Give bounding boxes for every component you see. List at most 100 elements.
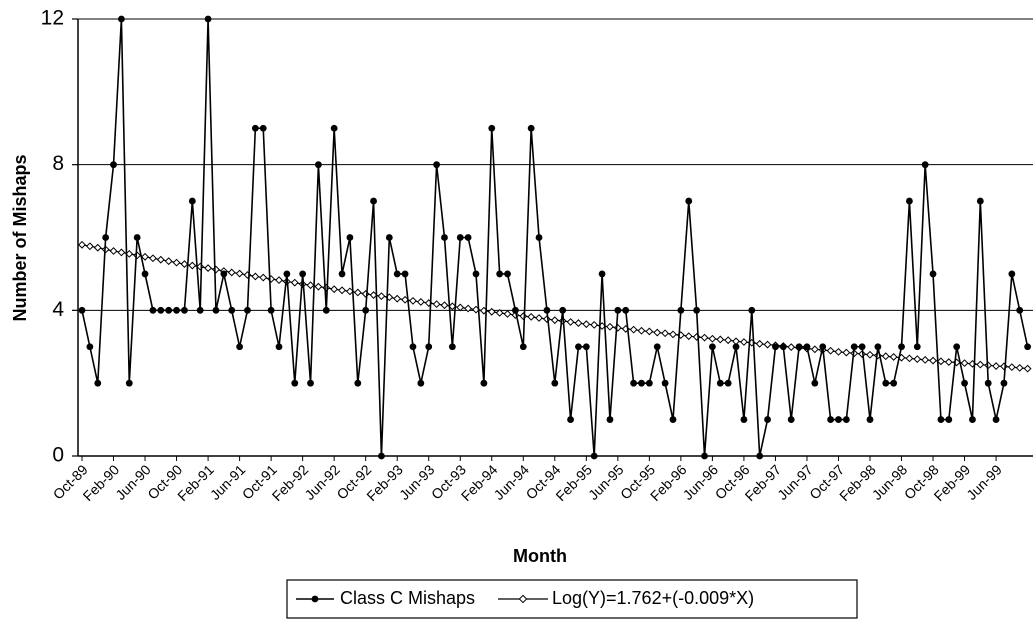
trend-marker <box>519 312 528 321</box>
trend-marker <box>661 329 670 338</box>
trend-marker <box>613 323 622 332</box>
data-point <box>866 416 874 423</box>
data-point <box>685 197 693 205</box>
trend-marker <box>275 276 283 285</box>
data-point <box>969 416 976 423</box>
trend-marker <box>637 326 646 335</box>
data-point <box>811 379 819 387</box>
data-point <box>551 379 559 387</box>
data-point <box>606 416 614 423</box>
trend-marker <box>212 265 220 274</box>
trend-marker <box>716 335 725 344</box>
trend-marker <box>503 310 512 318</box>
data-point <box>291 379 299 387</box>
trend-marker <box>456 303 465 312</box>
x-tick-label: Feb-94 <box>458 461 501 504</box>
trend-marker <box>133 251 142 260</box>
x-tick-label: Jun-99 <box>963 461 1005 503</box>
legend-label: Class C Mishaps <box>340 588 475 608</box>
trend-marker <box>172 258 181 267</box>
data-point <box>228 306 236 314</box>
trend-marker <box>204 264 212 272</box>
data-point <box>362 306 370 314</box>
trend-marker <box>85 242 94 251</box>
trend-marker <box>653 328 662 337</box>
trend-marker <box>550 316 559 325</box>
x-tick-label: Jun-95 <box>585 461 627 503</box>
data-point <box>653 343 661 351</box>
trend-marker <box>724 336 733 345</box>
data-point <box>858 343 866 351</box>
data-point <box>504 270 511 278</box>
x-tick-label: Feb-98 <box>836 461 879 504</box>
data-point <box>992 416 1000 423</box>
y-tick-label: 8 <box>52 152 64 175</box>
data-point <box>378 452 385 460</box>
data-point <box>748 306 756 314</box>
data-point <box>1024 343 1031 351</box>
data-point <box>669 416 677 423</box>
trend-marker <box>810 345 819 354</box>
data-point <box>212 306 220 314</box>
trend-marker <box>259 273 268 282</box>
data-point <box>157 306 165 314</box>
trend-marker <box>416 298 425 306</box>
data-point <box>488 124 496 132</box>
x-tick-label: Feb-93 <box>363 461 406 504</box>
data-point <box>480 379 488 387</box>
data-point <box>1008 270 1016 278</box>
trend-marker <box>180 260 189 268</box>
data-point <box>590 452 598 460</box>
data-point <box>527 124 535 132</box>
data-point <box>346 234 354 241</box>
trend-marker <box>1007 363 1016 372</box>
data-point <box>267 306 275 314</box>
trend-marker <box>1000 362 1008 371</box>
trend-marker <box>290 278 299 287</box>
trend-marker <box>1023 364 1032 373</box>
data-point <box>819 343 827 351</box>
data-point <box>496 270 504 278</box>
legend-label: Log(Y)=1.762+(-0.009*X) <box>552 588 754 608</box>
trend-marker <box>93 243 102 252</box>
data-point <box>464 234 472 241</box>
data-point <box>149 306 157 314</box>
trend-marker <box>251 272 260 281</box>
data-point <box>236 343 244 351</box>
data-point <box>614 306 622 314</box>
data-point <box>283 270 291 278</box>
trend-marker <box>763 340 772 349</box>
x-tick-label: Jun-92 <box>301 461 343 503</box>
data-point <box>401 270 409 278</box>
trend-marker <box>527 312 536 321</box>
data-point <box>110 161 117 169</box>
trend-marker <box>306 281 315 290</box>
data-point <box>94 379 102 387</box>
data-point <box>275 343 283 351</box>
data-point <box>764 416 771 423</box>
x-tick-label: Jun-97 <box>774 461 816 503</box>
x-tick-label: Jun-91 <box>207 461 249 503</box>
y-tick-label: 12 <box>41 7 64 30</box>
trend-marker <box>606 322 614 331</box>
data-point <box>984 379 992 387</box>
trend-marker <box>889 353 898 361</box>
data-point <box>299 270 307 278</box>
series-line <box>81 18 1029 457</box>
data-point <box>133 234 141 241</box>
data-point <box>433 161 440 169</box>
trend-marker <box>992 362 1000 370</box>
data-point <box>961 379 968 387</box>
trend-marker <box>353 288 362 297</box>
data-point <box>850 343 858 351</box>
trend-marker <box>787 343 796 352</box>
data-point <box>598 270 606 278</box>
trend-marker <box>141 252 149 261</box>
data-point <box>913 343 921 351</box>
trend-marker <box>645 327 654 336</box>
trend-marker <box>842 348 851 357</box>
data-point <box>370 197 377 205</box>
data-point <box>244 306 251 314</box>
trend-marker <box>937 357 945 366</box>
x-axis-title: Month <box>513 546 567 566</box>
